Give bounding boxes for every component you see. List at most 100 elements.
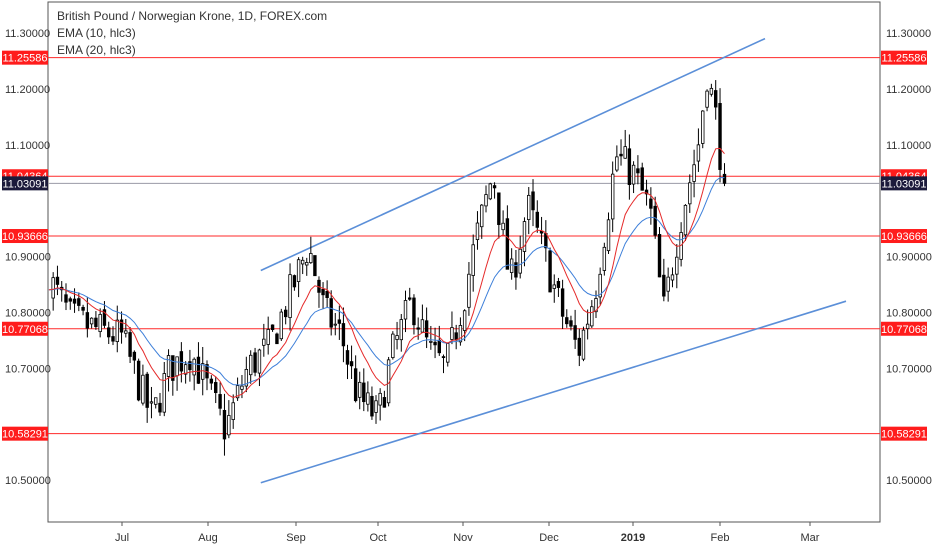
candle-body-52: [270, 324, 275, 331]
candle-body-12: [98, 314, 102, 333]
candle-body-104: [488, 183, 492, 200]
candle-body-116: [539, 230, 544, 234]
level-tag-2-label-right: 10.93666: [881, 231, 927, 243]
x-tick-label: Nov: [453, 532, 473, 544]
candle-body-57: [292, 275, 297, 288]
candle-body-102: [480, 204, 484, 228]
candle-body-62: [313, 255, 317, 277]
candle-body-113: [527, 194, 531, 220]
level-tag-0-label-right: 11.25586: [881, 53, 926, 65]
candle-body-39: [214, 382, 218, 394]
candle-body-115: [535, 211, 539, 228]
candle-body-94: [446, 343, 450, 363]
candle-body-114: [531, 191, 535, 211]
level-tag-4-label-left: 10.58291: [2, 429, 48, 441]
candle-body-151: [688, 182, 692, 205]
y-tick-label-left: 11.10000: [5, 140, 50, 152]
candle-body-143: [653, 205, 657, 236]
candle-body-49: [257, 349, 262, 374]
level-tag-2-label-left: 10.93666: [2, 231, 48, 243]
y-tick-label-left: 11.20000: [5, 84, 50, 96]
candle-body-84: [403, 300, 408, 320]
channel-lower-line: [260, 300, 847, 484]
candle-body-26: [158, 402, 162, 413]
candle-body-135: [619, 153, 623, 157]
ema-20-line: [48, 177, 725, 386]
candle-body-60: [305, 262, 309, 266]
x-tick-label: Feb: [711, 532, 730, 544]
candle-body-141: [644, 189, 649, 195]
candle-body-28: [166, 355, 171, 377]
candle-body-56: [288, 274, 292, 318]
candle-body-68: [337, 319, 342, 324]
candle-body-13: [102, 309, 107, 326]
candle-body-146: [666, 276, 670, 292]
candle-body-22: [141, 374, 145, 404]
candle-body-153: [696, 144, 701, 162]
candle-body-75: [366, 392, 370, 405]
candle-body-6: [72, 298, 77, 304]
level-tag-2-box-left: [2, 229, 48, 244]
candle-body-30: [175, 356, 179, 377]
y-tick-label-left: 10.70000: [5, 363, 51, 375]
candle-body-155: [705, 90, 709, 108]
last-price-tag-box-left: [2, 176, 48, 191]
level-tag-3-label-right: 10.77068: [881, 324, 927, 336]
candle-body-78: [378, 392, 382, 406]
candle-body-83: [399, 319, 403, 341]
candle-body-61: [309, 253, 313, 264]
x-tick-label: Mar: [801, 532, 820, 544]
y-tick-label-right: 10.90000: [886, 252, 932, 264]
last-price-tag-label-right: 11.03091: [881, 178, 926, 190]
candle-body-98: [462, 310, 467, 331]
candle-body-2: [55, 276, 60, 285]
candle-body-15: [111, 336, 115, 342]
candle-body-126: [581, 329, 586, 360]
candle-body-96: [454, 332, 458, 341]
candle-body-86: [412, 297, 416, 326]
candle-body-10: [89, 317, 94, 325]
candle-body-103: [484, 194, 488, 207]
candle-body-4: [64, 294, 68, 303]
candle-body-106: [497, 192, 501, 225]
candle-body-118: [548, 250, 552, 293]
candle-body-43: [231, 402, 235, 420]
legend-ema-20: EMA (20, hlc3): [57, 43, 136, 57]
candle-body-71: [349, 361, 354, 367]
candle-body-157: [714, 90, 718, 108]
candle-body-120: [556, 281, 561, 288]
level-tag-0-box-left: [2, 50, 48, 65]
candle-body-48: [253, 352, 257, 373]
candle-body-70: [345, 350, 350, 365]
candle-body-82: [395, 335, 399, 340]
candle-body-121: [560, 288, 565, 317]
candle-body-111: [518, 248, 522, 274]
candle-body-55: [283, 309, 288, 318]
candle-body-124: [573, 325, 577, 340]
candle-body-154: [701, 110, 705, 144]
candle-body-41: [222, 409, 227, 440]
candle-body-138: [631, 164, 636, 185]
y-tick-label-right: 10.80000: [886, 307, 932, 319]
candle-body-8: [81, 306, 85, 311]
candle-body-147: [670, 274, 675, 281]
candle-body-69: [341, 323, 346, 347]
candle-body-16: [115, 319, 119, 343]
candle-body-125: [577, 337, 581, 356]
candle-body-54: [279, 311, 284, 340]
candle-body-46: [244, 369, 249, 387]
candle-body-145: [662, 274, 666, 297]
y-tick-label-right: 10.50000: [886, 475, 932, 487]
candle-body-72: [353, 368, 358, 402]
last-price-tag-box-right: [881, 176, 927, 191]
candle-body-97: [458, 325, 463, 343]
candle-body-85: [408, 297, 412, 300]
x-tick-label: Dec: [539, 532, 559, 544]
candle-body-42: [227, 415, 231, 436]
candle-body-150: [683, 204, 688, 236]
candle-body-76: [370, 395, 374, 417]
legend-ema-10: EMA (10, hlc3): [57, 26, 136, 40]
level-tag-3-label-left: 10.77068: [2, 324, 48, 336]
level-tag-4-box-left: [2, 426, 48, 441]
